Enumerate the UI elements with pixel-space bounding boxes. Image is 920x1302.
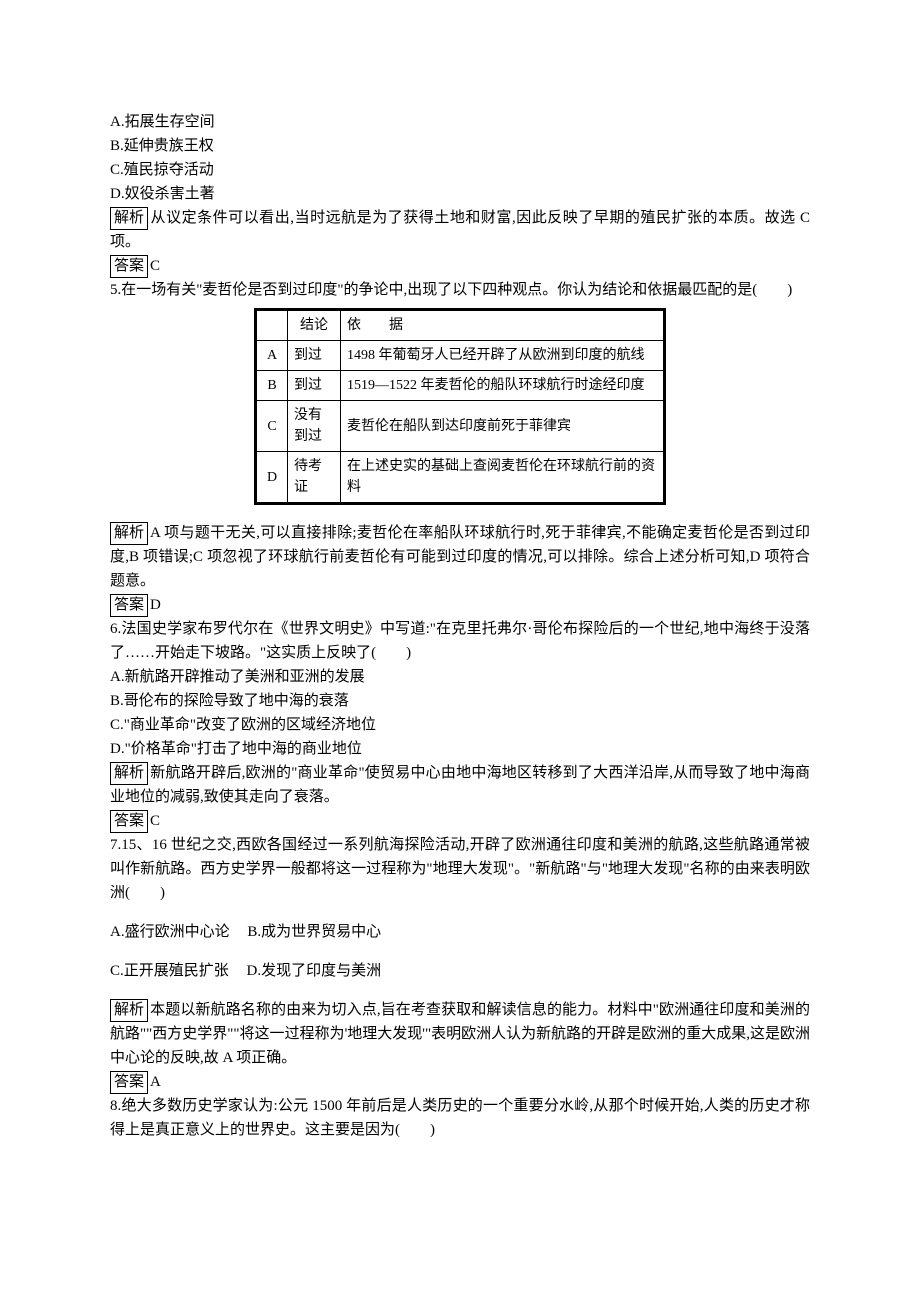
- analysis-label: 解析: [110, 522, 148, 545]
- q5-stem: 5.在一场有关"麦哲伦是否到过印度"的争论中,出现了以下四种观点。你认为结论和依…: [110, 278, 810, 302]
- table-row: A 到过 1498 年葡萄牙人已经开辟了从欧洲到印度的航线: [256, 341, 665, 371]
- q5-analysis-text: A 项与题干无关,可以直接排除;麦哲伦在率船队环球航行时,死于菲律宾,不能确定麦…: [110, 525, 810, 589]
- table-row: B 到过 1519—1522 年麦哲伦的船队环球航行时途经印度: [256, 371, 665, 401]
- table-header-row: 结论 依 据: [256, 310, 665, 341]
- q5-answer-text: D: [150, 597, 161, 613]
- q4-option-c: C.殖民掠夺活动: [110, 158, 810, 182]
- table-row: C 没有到过 麦哲伦在船队到达印度前死于菲律宾: [256, 401, 665, 452]
- table-row-conclusion: 待考证: [288, 452, 341, 504]
- table-row-basis: 在上述史实的基础上查阅麦哲伦在环球航行前的资料: [341, 452, 665, 504]
- q7-option-d: D.发现了印度与美洲: [247, 963, 382, 979]
- q4-analysis: 解析从议定条件可以看出,当时远航是为了获得土地和财富,因此反映了早期的殖民扩张的…: [110, 206, 810, 254]
- table-header-blank: [256, 310, 288, 341]
- table-row-label: A: [256, 341, 288, 371]
- answer-label: 答案: [110, 594, 148, 617]
- q7-option-c: C.正开展殖民扩张: [110, 963, 229, 979]
- q5-table: 结论 依 据 A 到过 1498 年葡萄牙人已经开辟了从欧洲到印度的航线 B 到…: [254, 308, 666, 505]
- q7-options-row2: C.正开展殖民扩张 D.发现了印度与美洲: [110, 959, 810, 983]
- page-container: A.拓展生存空间 B.延伸贵族王权 C.殖民掠夺活动 D.奴役杀害土著 解析从议…: [0, 0, 920, 1202]
- analysis-label: 解析: [110, 999, 148, 1022]
- q4-answer: 答案C: [110, 254, 810, 278]
- q6-option-a: A.新航路开辟推动了美洲和亚洲的发展: [110, 665, 810, 689]
- q4-option-b: B.延伸贵族王权: [110, 134, 810, 158]
- q6-analysis: 解析新航路开辟后,欧洲的"商业革命"使贸易中心由地中海地区转移到了大西洋沿岸,从…: [110, 761, 810, 809]
- q6-stem: 6.法国史学家布罗代尔在《世界文明史》中写道:"在克里托弗尔·哥伦布探险后的一个…: [110, 617, 810, 665]
- q7-stem: 7.15、16 世纪之交,西欧各国经过一系列航海探险活动,开辟了欧洲通往印度和美…: [110, 833, 810, 905]
- table-row-label: D: [256, 452, 288, 504]
- table-row-conclusion: 到过: [288, 371, 341, 401]
- answer-label: 答案: [110, 255, 148, 278]
- q6-option-c: C."商业革命"改变了欧洲的区域经济地位: [110, 713, 810, 737]
- q7-analysis: 解析本题以新航路名称的由来为切入点,旨在考查获取和解读信息的能力。材料中"欧洲通…: [110, 998, 810, 1070]
- q7-options-row1: A.盛行欧洲中心论 B.成为世界贸易中心: [110, 920, 810, 944]
- table-row-conclusion: 没有到过: [288, 401, 341, 452]
- table-row-conclusion: 到过: [288, 341, 341, 371]
- q7-analysis-text: 本题以新航路名称的由来为切入点,旨在考查获取和解读信息的能力。材料中"欧洲通往印…: [110, 1002, 810, 1066]
- q6-analysis-text: 新航路开辟后,欧洲的"商业革命"使贸易中心由地中海地区转移到了大西洋沿岸,从而导…: [110, 765, 810, 805]
- q4-option-d: D.奴役杀害土著: [110, 182, 810, 206]
- table-row: D 待考证 在上述史实的基础上查阅麦哲伦在环球航行前的资料: [256, 452, 665, 504]
- q6-answer-text: C: [150, 813, 160, 829]
- q6-option-b: B.哥伦布的探险导致了地中海的衰落: [110, 689, 810, 713]
- q7-option-a: A.盛行欧洲中心论: [110, 924, 230, 940]
- table-row-basis: 麦哲伦在船队到达印度前死于菲律宾: [341, 401, 665, 452]
- table-header-basis: 依 据: [341, 310, 665, 341]
- answer-label: 答案: [110, 1071, 148, 1094]
- q4-analysis-text: 从议定条件可以看出,当时远航是为了获得土地和财富,因此反映了早期的殖民扩张的本质…: [110, 210, 810, 250]
- q5-answer: 答案D: [110, 593, 810, 617]
- q7-option-b: B.成为世界贸易中心: [247, 924, 381, 940]
- table-row-basis: 1498 年葡萄牙人已经开辟了从欧洲到印度的航线: [341, 341, 665, 371]
- q4-answer-text: C: [150, 258, 160, 274]
- table-header-conclusion: 结论: [288, 310, 341, 341]
- q7-answer-text: A: [150, 1074, 161, 1090]
- answer-label: 答案: [110, 810, 148, 833]
- q8-stem: 8.绝大多数历史学家认为:公元 1500 年前后是人类历史的一个重要分水岭,从那…: [110, 1094, 810, 1142]
- q6-option-d: D."价格革命"打击了地中海的商业地位: [110, 737, 810, 761]
- q4-option-a: A.拓展生存空间: [110, 110, 810, 134]
- analysis-label: 解析: [110, 207, 148, 230]
- table-row-label: B: [256, 371, 288, 401]
- q7-answer: 答案A: [110, 1070, 810, 1094]
- table-row-basis: 1519—1522 年麦哲伦的船队环球航行时途经印度: [341, 371, 665, 401]
- q5-analysis: 解析A 项与题干无关,可以直接排除;麦哲伦在率船队环球航行时,死于菲律宾,不能确…: [110, 521, 810, 593]
- analysis-label: 解析: [110, 762, 148, 785]
- q6-answer: 答案C: [110, 809, 810, 833]
- table-row-label: C: [256, 401, 288, 452]
